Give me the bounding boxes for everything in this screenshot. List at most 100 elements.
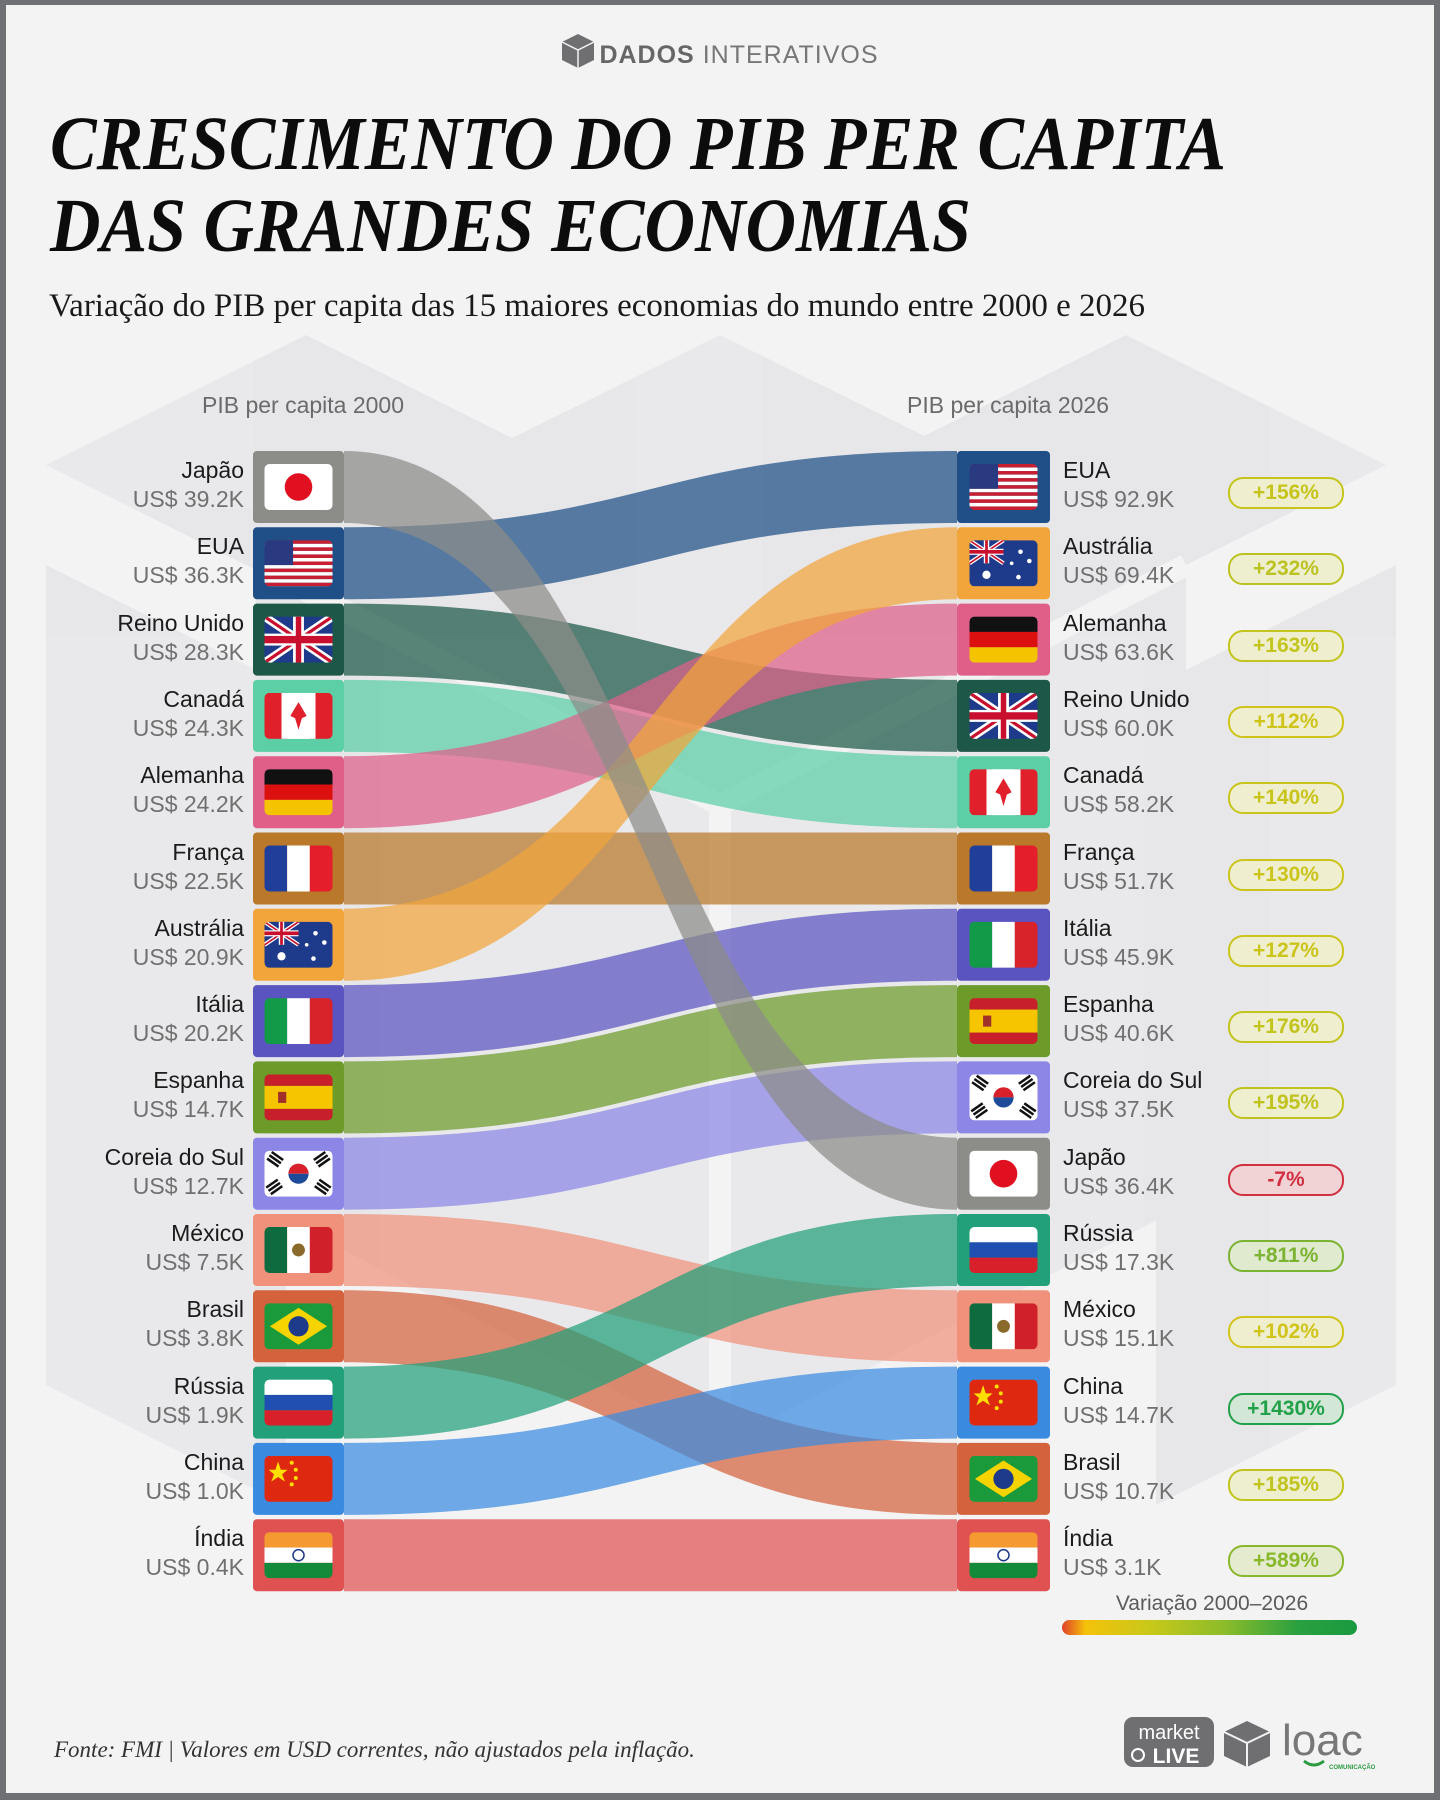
flag-de-icon: [264, 769, 333, 816]
country-name: Japão: [181, 457, 244, 483]
gdp-2000-value: US$ 7.5K: [145, 1249, 244, 1275]
change-badge: +589%: [1228, 1545, 1344, 1578]
right-country-tile: [957, 603, 1050, 676]
gdp-2026-value: US$ 40.6K: [1063, 1020, 1175, 1047]
change-badge: +163%: [1228, 629, 1344, 662]
left-country-tile: [253, 1290, 344, 1363]
gdp-2000-value: US$ 1.9K: [145, 1401, 244, 1428]
left-country-tile: [253, 908, 344, 981]
country-name: Canadá: [163, 685, 244, 712]
country-name: Coreia do Sul: [1063, 1067, 1203, 1094]
gdp-2000-value: US$ 28.3K: [132, 638, 244, 665]
left-country-tile: [253, 1366, 344, 1439]
gdp-2026-value: US$ 69.4K: [1063, 562, 1175, 589]
left-country-label: Itália US$ 20.2K: [14, 990, 244, 1048]
flag-kr-icon: [264, 1150, 333, 1197]
gdp-2000-value: US$ 1.0K: [145, 1477, 244, 1504]
flag-ca-icon: [264, 692, 333, 739]
country-name: Itália: [195, 991, 244, 1018]
left-country-tile: [253, 1519, 344, 1592]
left-country-label: EUA US$ 36.3K: [14, 532, 244, 590]
right-country-label: EUA US$ 92.9K: [1063, 456, 1263, 514]
flag-br-icon: [969, 1455, 1038, 1502]
country-name: Alemanha: [140, 762, 244, 789]
left-column-header: PIB per capita 2000: [201, 392, 405, 418]
right-country-tile: [957, 908, 1050, 981]
flag-kr-icon: [969, 1074, 1038, 1121]
right-country-tile: [957, 1061, 1050, 1134]
country-name: Austrália: [154, 914, 244, 941]
change-badge: +112%: [1228, 705, 1344, 738]
left-country-tile: [253, 527, 344, 600]
gdp-2026-value: US$ 10.7K: [1063, 1477, 1175, 1504]
change-badge: +127%: [1228, 934, 1344, 967]
gdp-2000-value: US$ 39.2K: [132, 486, 244, 512]
country-name: Espanha: [153, 1067, 244, 1094]
gdp-2000-value: US$ 36.3K: [132, 562, 244, 589]
brand-header: DADOS INTERATIVOS: [6, 33, 1434, 70]
gdp-2000-value: US$ 24.2K: [132, 791, 244, 818]
right-country-label: Itália US$ 45.9K: [1063, 914, 1263, 972]
loac-logo: loac COMUNICAÇÃO: [1282, 1716, 1376, 1771]
left-country-label: França US$ 22.5K: [14, 838, 244, 896]
country-name: Brasil: [1063, 1448, 1121, 1475]
country-name: México: [171, 1220, 244, 1246]
flag-au-icon: [969, 540, 1038, 587]
gdp-2000-value: US$ 22.5K: [132, 867, 244, 894]
flag-cn-icon: [264, 1455, 333, 1502]
flow-band: [344, 1290, 957, 1515]
gdp-2000-value: US$ 24.3K: [132, 714, 244, 741]
right-country-label: Japão US$ 36.4K: [1063, 1143, 1263, 1201]
country-name: EUA: [1063, 457, 1111, 483]
left-country-label: México US$ 7.5K: [14, 1219, 244, 1277]
legend-title: Variação 2000–2026: [1115, 1592, 1309, 1615]
svg-text:loac: loac: [1282, 1716, 1363, 1765]
flag-es-icon: [264, 1074, 333, 1121]
right-country-tile: [957, 756, 1050, 829]
left-country-tile: [253, 832, 344, 905]
flow-band: [344, 527, 957, 981]
title-line-2: DAS GRANDES ECONOMIAS: [50, 184, 971, 268]
brand-rest: INTERATIVOS: [702, 41, 879, 69]
change-badge: +102%: [1228, 1316, 1344, 1349]
change-badge: +140%: [1228, 782, 1344, 815]
flow-band: [344, 1519, 957, 1592]
country-name: Alemanha: [1063, 609, 1167, 636]
right-country-tile: [957, 1519, 1050, 1592]
left-country-tile: [253, 679, 344, 752]
right-country-tile: [957, 832, 1050, 905]
country-name: Rússia: [173, 1372, 244, 1399]
right-country-tile: [957, 1366, 1050, 1439]
flag-fr-icon: [969, 845, 1038, 892]
country-name: Índia: [194, 1525, 244, 1552]
country-name: China: [1063, 1372, 1124, 1399]
gdp-2026-value: US$ 92.9K: [1063, 486, 1175, 512]
country-name: México: [1063, 1296, 1136, 1323]
brand-bold: DADOS: [599, 41, 695, 69]
flag-ru-icon: [264, 1379, 333, 1426]
left-country-tile: [253, 1442, 344, 1515]
gdp-2000-value: US$ 20.9K: [132, 943, 244, 970]
market-live-logo: market LIVE: [1124, 1717, 1214, 1768]
gdp-2026-value: US$ 37.5K: [1063, 1096, 1175, 1123]
flow-chart: [253, 451, 1050, 1592]
change-badge: +156%: [1228, 477, 1344, 509]
cube-logo-icon: [1223, 1721, 1271, 1767]
legend-gradient-bar: [1062, 1620, 1357, 1635]
gdp-2026-value: US$ 45.9K: [1063, 943, 1175, 970]
left-country-tile: [253, 985, 344, 1058]
page-title: CRESCIMENTO DO PIB PER CAPITA DAS GRANDE…: [50, 103, 1226, 267]
left-country-label: Rússia US$ 1.9K: [14, 1372, 244, 1430]
gdp-2026-value: US$ 36.4K: [1063, 1172, 1175, 1199]
country-name: Coreia do Sul: [104, 1143, 244, 1170]
partner-logos: market LIVE loac COMUNICAÇÃO: [1124, 1716, 1376, 1771]
right-country-label: Alemanha US$ 63.6K: [1063, 609, 1263, 667]
svg-text:COMUNICAÇÃO: COMUNICAÇÃO: [1329, 1764, 1376, 1771]
change-badge: +811%: [1228, 1240, 1344, 1272]
country-name: França: [1063, 838, 1135, 865]
right-country-tile: [957, 985, 1050, 1058]
left-country-label: Espanha US$ 14.7K: [14, 1066, 244, 1124]
flag-jp-icon: [969, 1150, 1038, 1197]
right-country-label: Austrália US$ 69.4K: [1063, 532, 1263, 590]
flag-ca-icon: [969, 769, 1038, 816]
